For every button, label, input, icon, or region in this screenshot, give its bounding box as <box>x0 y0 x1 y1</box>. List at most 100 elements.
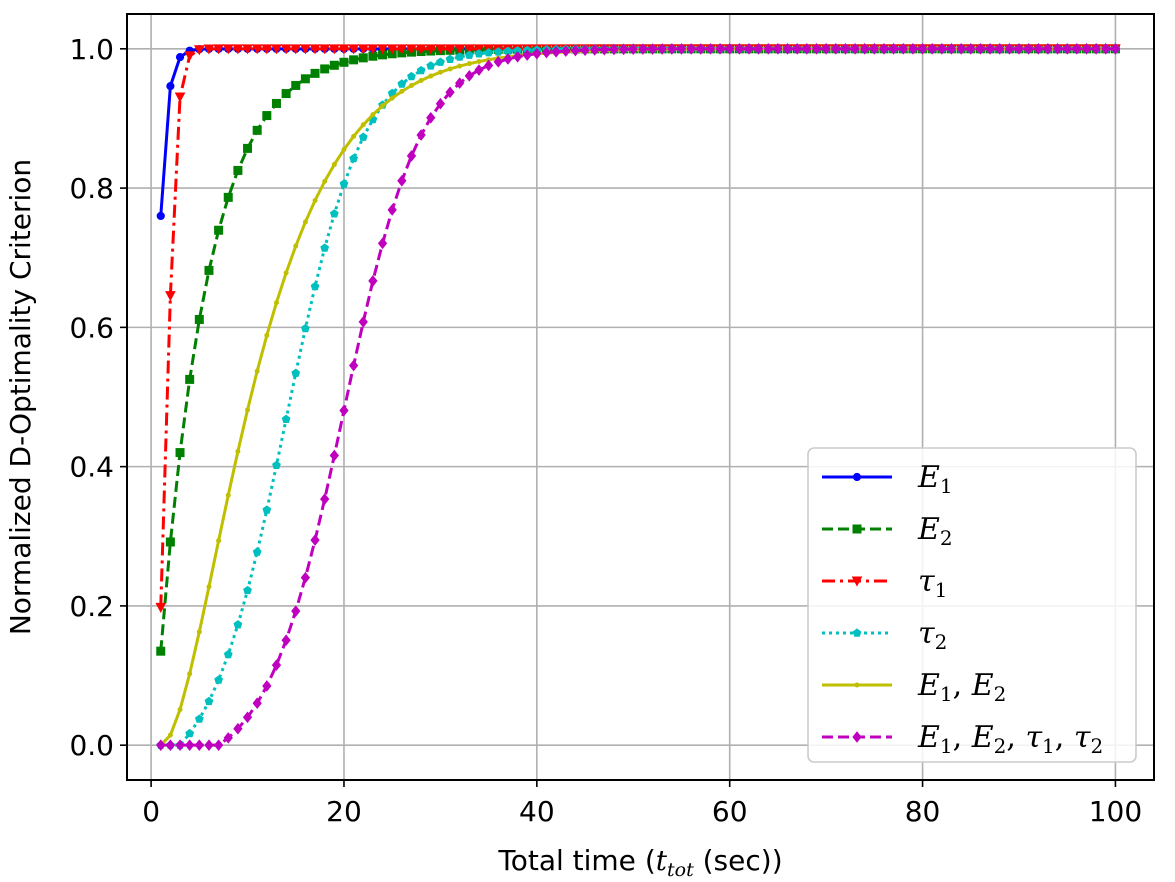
legend-symbol: τ <box>918 616 935 651</box>
data-point-tau2 <box>272 460 281 470</box>
data-point-E2 <box>204 265 214 275</box>
legend-comma: , <box>953 720 972 755</box>
data-point-all <box>1091 43 1101 55</box>
data-point-tau1 <box>415 44 427 55</box>
legend-label-tau2: τ2 <box>918 616 947 654</box>
data-point-E1E2 <box>457 63 463 69</box>
data-point-all <box>860 43 870 55</box>
data-point-all <box>541 46 552 59</box>
data-point-all <box>455 77 465 89</box>
legend-symbol: E <box>917 460 940 495</box>
data-point-all <box>165 739 176 751</box>
x-axis-label-prefix: Total time ( <box>497 844 655 877</box>
data-point-all <box>512 50 523 63</box>
data-point-E2 <box>300 74 310 84</box>
data-point-tau2 <box>204 696 214 706</box>
data-point-E1E2 <box>196 629 202 635</box>
legend-label-all: E1, E2, τ1, τ2 <box>917 720 1103 758</box>
data-point-all <box>628 43 638 56</box>
data-point-E2 <box>175 448 185 458</box>
data-point-all <box>310 534 320 546</box>
data-point-E1 <box>156 211 165 221</box>
data-point-E1E2 <box>254 368 260 374</box>
legend-marker-E2 <box>852 524 862 534</box>
data-point-all <box>368 275 378 287</box>
data-point-all <box>474 64 484 76</box>
data-point-tau1 <box>174 92 186 103</box>
legend-box <box>807 447 1137 763</box>
data-point-E1E2 <box>177 707 183 713</box>
data-point-E1E2 <box>360 122 366 128</box>
x-tick-label: 80 <box>905 795 941 828</box>
legend-marker-tau2 <box>852 628 862 637</box>
y-tick-label: 0.6 <box>69 311 114 344</box>
data-point-E1E2 <box>206 584 212 590</box>
data-point-all <box>773 43 783 55</box>
data-point-all <box>715 43 725 55</box>
data-point-tau2 <box>484 48 494 57</box>
legend-marker-all <box>852 731 862 743</box>
data-point-E1E2 <box>264 332 270 338</box>
data-point-all <box>1004 43 1014 55</box>
x-tick-label: 0 <box>142 795 160 828</box>
legend-symbol: E <box>917 668 940 703</box>
data-point-E1E2 <box>466 61 472 67</box>
data-point-tau2 <box>407 71 416 81</box>
x-tick-label: 40 <box>519 795 555 828</box>
data-point-all <box>262 680 272 692</box>
data-point-tau2 <box>445 54 455 63</box>
data-point-tau1 <box>425 44 437 55</box>
data-point-all <box>156 739 166 751</box>
data-point-E2 <box>329 60 339 70</box>
data-point-all <box>291 605 301 617</box>
data-point-tau1 <box>454 44 466 55</box>
data-point-all <box>1043 43 1053 55</box>
data-point-all <box>917 43 928 55</box>
data-point-all <box>348 359 359 372</box>
data-point-all <box>821 43 831 55</box>
data-point-tau2 <box>223 649 233 659</box>
series-E1 <box>156 44 1120 221</box>
data-point-all <box>811 43 822 55</box>
data-point-tau2 <box>464 50 474 59</box>
data-point-E1E2 <box>380 103 386 109</box>
data-point-all <box>580 44 590 57</box>
data-point-tau1 <box>435 44 446 55</box>
data-point-tau1 <box>309 44 321 55</box>
data-point-tau1 <box>232 44 244 55</box>
data-point-E2 <box>252 125 262 135</box>
data-point-tau1 <box>290 44 302 55</box>
data-point-all <box>725 43 735 55</box>
data-point-E2 <box>349 55 359 65</box>
data-point-all <box>1033 43 1043 55</box>
data-point-tau1 <box>386 44 398 55</box>
data-point-E1E2 <box>283 270 289 276</box>
legend-comma: , <box>953 668 972 703</box>
data-point-E1E2 <box>399 88 405 94</box>
data-point-all <box>696 43 706 55</box>
data-point-tau1 <box>464 44 475 55</box>
data-point-all <box>667 43 677 55</box>
data-point-E1E2 <box>245 407 251 413</box>
data-point-all <box>320 493 330 505</box>
legend-subscript: 1 <box>940 682 953 706</box>
ticks: 0 20 40 60 80 100 0.0 0.2 0.4 0.6 0.8 1.0 <box>69 33 1142 828</box>
data-point-all <box>618 43 629 56</box>
data-point-all <box>1023 43 1034 55</box>
data-point-E2 <box>223 192 233 202</box>
data-point-tau1 <box>319 44 331 55</box>
data-point-tau1 <box>222 44 234 55</box>
data-point-tau2 <box>339 179 349 188</box>
data-point-E1E2 <box>447 66 453 72</box>
legend-marker-E1 <box>852 472 862 482</box>
data-point-all <box>753 43 764 55</box>
data-point-all <box>532 47 542 60</box>
data-point-E1E2 <box>312 197 318 203</box>
data-point-all <box>522 49 532 61</box>
data-point-all <box>561 45 571 57</box>
data-point-tau1 <box>203 44 215 55</box>
data-point-E2 <box>291 80 301 90</box>
data-point-all <box>387 204 397 216</box>
